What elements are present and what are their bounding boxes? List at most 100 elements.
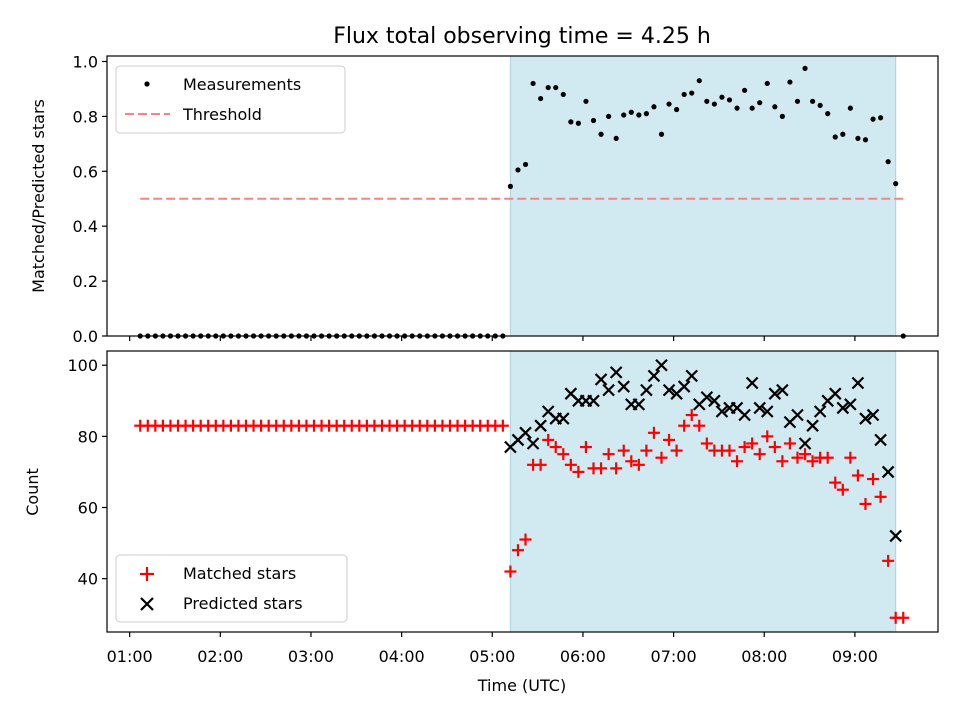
measurement-point (507, 183, 514, 189)
predicted-star-point (806, 419, 819, 432)
predicted-star-point (609, 366, 623, 379)
matched-star-point (738, 441, 751, 454)
measurement-point (545, 84, 551, 91)
measurement-point (651, 104, 657, 110)
predicted-star-point (594, 373, 608, 386)
measurement-point (764, 80, 770, 87)
predicted-star-point (791, 408, 804, 422)
x-tick-label: 01:00 (107, 647, 153, 666)
measurement-point (674, 106, 680, 113)
predicted-star-point (844, 398, 857, 411)
measurement-point (681, 91, 687, 98)
matched-star-point (640, 444, 653, 457)
measurement-point (893, 181, 899, 187)
matched-star-point (564, 458, 577, 471)
measurement-point (855, 135, 861, 141)
matched-star-point (504, 565, 517, 578)
measurement-point (794, 98, 801, 104)
matched-star-point (791, 451, 804, 464)
y-tick-label: 40 (78, 570, 98, 589)
predicted-star-point (617, 380, 631, 393)
matched-star-point (799, 448, 812, 461)
predicted-star-point (798, 437, 812, 450)
matched-star-point (655, 451, 668, 464)
matched-star-point (496, 419, 509, 432)
count-x-axis: 01:00 02:00 03:00 04:00 05:00 06:00 07:00 08:00… (107, 632, 878, 666)
matched-star-point (595, 462, 608, 475)
measurement-point (817, 102, 823, 109)
matched-star-point (602, 448, 615, 461)
predicted-star-point (708, 394, 721, 408)
measurement-point (825, 111, 831, 117)
matched-star-point (572, 465, 585, 478)
y-tick-label: 80 (78, 427, 98, 446)
measurement-point (628, 109, 634, 115)
ratio-x-ticks (129, 336, 856, 341)
ratio-y-label: Matched/Predicted stars (29, 99, 48, 293)
predicted-star-point (519, 426, 532, 440)
x-tick-label: 05:00 (469, 647, 515, 666)
matched-star-point (625, 455, 638, 468)
matched-star-point (836, 483, 849, 496)
predicted-star-point (632, 398, 646, 411)
legend-plus-marker (140, 567, 154, 581)
y-tick-label: 0.6 (73, 162, 98, 181)
measurement-point (613, 135, 619, 141)
y-tick-label: 0.4 (73, 217, 98, 236)
predicted-star-point (647, 369, 661, 383)
matched-star-point (829, 476, 842, 489)
y-tick-label: 1.0 (73, 52, 98, 71)
predicted-star-point (866, 408, 880, 422)
predicted-star-point (677, 380, 691, 393)
matched-star-point (783, 437, 796, 450)
matched-star-point (549, 441, 562, 454)
measurement-point (696, 78, 702, 84)
measurement-point (575, 120, 582, 126)
predicted-star-point (662, 383, 676, 397)
measurement-point (560, 91, 566, 98)
predicted-star-point (738, 408, 751, 422)
predicted-star-point (776, 383, 789, 397)
measurement-point (757, 100, 763, 106)
matched-star-point (761, 430, 774, 443)
measurement-point (862, 137, 869, 143)
matched-star-point (874, 490, 887, 503)
measurement-point (802, 65, 808, 71)
count-plot-frame (106, 350, 939, 633)
measurement-point (749, 105, 755, 111)
measurement-point (719, 94, 725, 100)
x-tick-label: 08:00 (741, 647, 787, 666)
matched-star-point (663, 433, 676, 446)
measurement-point (643, 111, 649, 117)
measurement-point (689, 90, 695, 96)
predicted-star-point (745, 376, 759, 390)
predicted-star-point (557, 412, 570, 425)
legend-measurements-label: Measurements (183, 75, 301, 94)
predicted-star-point (768, 387, 782, 400)
measurement-point (734, 105, 740, 111)
matched-star-point (678, 419, 691, 432)
matched-star-point (731, 455, 744, 468)
measurement-point (742, 87, 748, 93)
count-legend-box (115, 554, 348, 623)
matched-star-point (882, 554, 895, 567)
matched-star-point (768, 441, 781, 454)
measurement-point (847, 105, 853, 111)
matched-star-point (867, 473, 880, 486)
ratio-shaded-interval (509, 55, 897, 337)
matched-star-point (685, 409, 698, 422)
ratio-panel: 0.0 0.2 0.4 0.6 0.8 1.0 Matched/Predicted sta… (29, 52, 939, 346)
measurement-point (553, 84, 559, 91)
y-tick-label: 60 (78, 499, 98, 518)
legend-matched-label: Matched stars (183, 564, 296, 583)
measurement-point (704, 98, 710, 104)
legend-predicted-label: Predicted stars (183, 594, 303, 613)
matched-star-point (610, 462, 623, 475)
y-tick-label: 0.8 (73, 107, 98, 126)
x-tick-label: 04:00 (379, 647, 425, 666)
x-tick-label: 09:00 (832, 647, 878, 666)
chart-title: Flux total observing time = 4.25 h (333, 24, 711, 49)
ratio-plot-frame (106, 55, 939, 337)
measurement-point (583, 98, 589, 104)
